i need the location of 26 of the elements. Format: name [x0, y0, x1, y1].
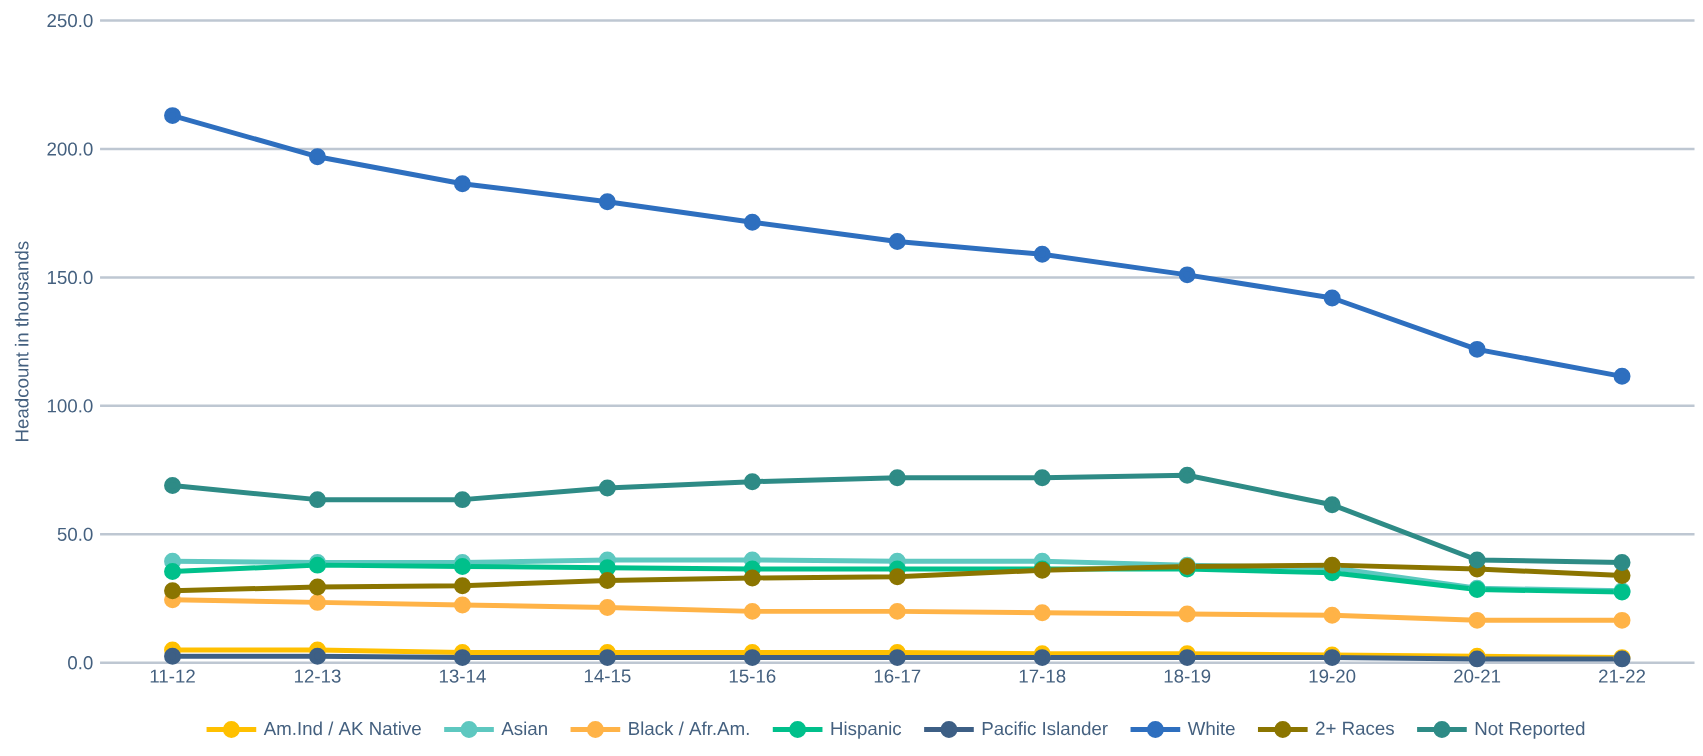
x-tick-label: 11-12: [150, 669, 195, 683]
x-tick-label: 20-21: [1454, 669, 1501, 683]
x-tick-label: 14-15: [584, 669, 631, 683]
x-tick-label: 18-19: [1164, 669, 1211, 683]
x-tick-label: 19-20: [1309, 669, 1356, 683]
legend-label: Pacific Islander: [982, 721, 1108, 736]
legend-label: 2+ Races: [1316, 721, 1394, 735]
legend-label: Am.Ind / AK Native: [263, 721, 421, 736]
y-tick-label: 100.0: [47, 399, 93, 413]
y-tick-label: 150.0: [47, 270, 93, 285]
x-tick-label: 21-22: [1599, 669, 1646, 683]
legend-label: Asian: [501, 721, 547, 736]
y-tick-label: 50.0: [57, 527, 93, 541]
x-tick-label: 16-17: [874, 669, 921, 683]
y-tick-label: 200.0: [47, 142, 93, 156]
legend-label: Black / Afr.Am.: [629, 721, 749, 736]
legend-label: Hispanic: [831, 721, 902, 739]
x-tick-label: 17-18: [1019, 669, 1066, 683]
legend-label: Not Reported: [1475, 721, 1585, 739]
y-tick-label: 250.0: [47, 13, 93, 28]
y-axis-title: Headcount in thousands: [14, 241, 29, 441]
legend-label: White: [1187, 721, 1235, 736]
x-tick-label: 15-16: [729, 669, 776, 683]
x-tick-label: 12-13: [294, 669, 341, 683]
y-tick-label: 0.0: [68, 656, 93, 670]
x-tick-label: 13-14: [439, 669, 486, 683]
